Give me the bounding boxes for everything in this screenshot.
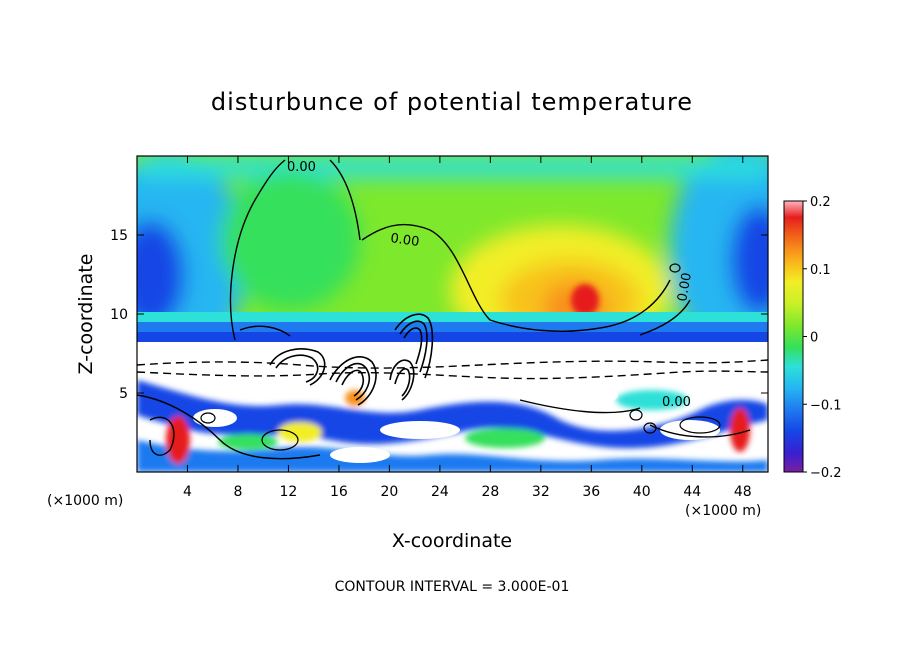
chart-title: disturbunce of potential temperature <box>211 88 693 116</box>
y-axis-ticks: 5 10 15 <box>110 228 768 402</box>
contour-label: 0.00 <box>675 272 695 303</box>
contour-label: 0.00 <box>662 395 691 410</box>
colorbar-tick-label: 0 <box>810 331 818 346</box>
y-tick-label: 15 <box>110 228 128 244</box>
contour-interval-note: CONTOUR INTERVAL = 3.000E-01 <box>335 579 570 595</box>
x-axis-unit: (×1000 m) <box>685 503 761 519</box>
colorbar-tick-label: −0.1 <box>810 398 842 413</box>
colorbar-ticks: 0.2 0.1 0 −0.1 −0.2 <box>803 195 842 481</box>
y-axis-title: Z-coordinate <box>75 254 97 375</box>
x-axis-ticks: 4 8 12 16 20 24 28 32 36 40 44 48 <box>183 156 752 500</box>
y-tick-label: 5 <box>119 386 128 402</box>
y-axis-unit: (×1000 m) <box>47 493 123 509</box>
x-tick-label: 20 <box>380 484 398 500</box>
x-tick-label: 28 <box>481 484 499 500</box>
x-tick-label: 8 <box>233 484 242 500</box>
x-tick-label: 24 <box>431 484 449 500</box>
x-tick-label: 40 <box>633 484 651 500</box>
y-tick-label: 10 <box>110 307 128 323</box>
x-tick-label: 16 <box>330 484 348 500</box>
colorbar-tick-label: 0.1 <box>810 263 831 278</box>
contour-label: 0.00 <box>389 231 420 250</box>
x-tick-label: 32 <box>532 484 550 500</box>
x-tick-label: 12 <box>280 484 298 500</box>
x-axis-title: X-coordinate <box>392 530 512 552</box>
colorbar-tick-label: 0.2 <box>810 195 831 210</box>
contour-label: 0.00 <box>287 160 316 175</box>
temperature-field <box>137 156 768 472</box>
colorbar-tick-label: −0.2 <box>810 466 842 481</box>
x-tick-label: 44 <box>683 484 701 500</box>
x-tick-label: 36 <box>582 484 600 500</box>
x-tick-label: 4 <box>183 484 192 500</box>
x-tick-label: 48 <box>734 484 752 500</box>
colorbar <box>783 200 804 473</box>
